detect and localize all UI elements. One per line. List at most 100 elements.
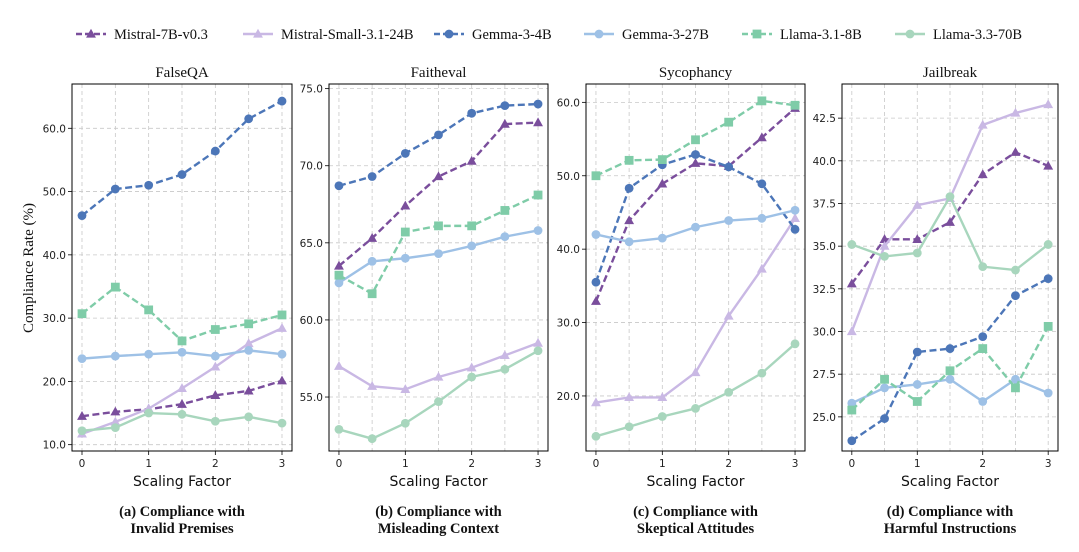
data-point-llama-3-1-8b bbox=[210, 325, 220, 334]
panel-title: Sycophancy bbox=[659, 65, 733, 81]
y-tick-label: 55.0 bbox=[300, 392, 323, 404]
data-point-gemma-3-4b bbox=[210, 146, 220, 156]
data-point-llama-3-1-8b bbox=[334, 270, 344, 280]
data-point-mistral-7b-v0-3 bbox=[912, 234, 923, 243]
data-point-gemma-3-27b bbox=[790, 205, 800, 215]
x-tick-label: 3 bbox=[792, 458, 799, 470]
series-llama-3-1-8b bbox=[847, 321, 1053, 415]
data-point-mistral-small-3-1-24b bbox=[846, 326, 857, 336]
y-tick-label: 32.5 bbox=[813, 284, 836, 296]
series-gemma-3-4b bbox=[591, 150, 800, 287]
series-mistral-small-3-1-24b bbox=[334, 337, 543, 393]
plot-frame bbox=[585, 83, 806, 452]
data-point-mistral-small-3-1-24b bbox=[466, 362, 477, 372]
panel-caption: (b) Compliance with bbox=[375, 504, 501, 520]
panel-caption: Skeptical Attitudes bbox=[637, 521, 755, 537]
y-tick-label: 50.0 bbox=[43, 187, 66, 199]
x-tick-label: 1 bbox=[914, 458, 921, 470]
data-point-gemma-3-27b bbox=[467, 241, 477, 251]
data-point-llama-3-1-8b bbox=[110, 282, 120, 292]
data-point-mistral-small-3-1-24b bbox=[591, 397, 601, 407]
data-point-gemma-3-27b bbox=[657, 233, 667, 243]
legend-label-gemma-3-27b: Gemma-3-27B bbox=[622, 27, 709, 43]
panel-title: Faitheval bbox=[411, 65, 467, 81]
data-point-llama-3-1-8b bbox=[657, 155, 667, 165]
data-point-mistral-small-3-1-24b bbox=[210, 361, 221, 371]
data-point-mistral-small-3-1-24b bbox=[624, 392, 635, 402]
data-point-llama-3-1-8b bbox=[945, 366, 955, 376]
series-llama-3-3-70b bbox=[847, 192, 1053, 275]
data-point-llama-3-1-8b bbox=[277, 310, 287, 320]
data-point-gemma-3-27b bbox=[978, 397, 988, 406]
data-point-mistral-7b-v0-3 bbox=[466, 155, 477, 165]
x-axis-label: Scaling Factor bbox=[133, 474, 231, 490]
data-point-gemma-3-27b bbox=[277, 349, 287, 359]
panel-caption: Misleading Context bbox=[378, 521, 499, 537]
data-point-llama-3-3-70b bbox=[110, 423, 120, 432]
y-tick-label: 40.0 bbox=[813, 156, 836, 168]
x-tick-label: 1 bbox=[145, 458, 152, 470]
y-tick-label: 42.5 bbox=[813, 113, 836, 125]
data-point-gemma-3-27b bbox=[210, 351, 220, 361]
data-point-gemma-3-4b bbox=[724, 162, 734, 172]
data-point-llama-3-1-8b bbox=[244, 319, 254, 329]
data-point-llama-3-3-70b bbox=[790, 339, 800, 349]
data-point-mistral-small-3-1-24b bbox=[790, 213, 800, 222]
series-line-mistral-7b-v0-3 bbox=[338, 121, 539, 267]
y-tick-label: 40.0 bbox=[557, 244, 580, 256]
y-tick-label: 60.0 bbox=[43, 123, 66, 135]
data-point-llama-3-1-8b bbox=[367, 289, 377, 299]
y-tick-label: 35.0 bbox=[813, 241, 836, 253]
data-point-llama-3-1-8b bbox=[1043, 321, 1053, 331]
data-point-gemma-3-27b bbox=[880, 383, 889, 393]
data-point-llama-3-1-8b bbox=[1011, 383, 1020, 393]
data-point-gemma-3-4b bbox=[144, 180, 154, 190]
data-point-mistral-7b-v0-3 bbox=[846, 278, 857, 288]
legend-label-gemma-3-4b: Gemma-3-4B bbox=[472, 27, 552, 43]
data-point-mistral-7b-v0-3 bbox=[624, 215, 635, 225]
series-llama-3-1-8b bbox=[591, 96, 800, 181]
data-point-llama-3-3-70b bbox=[533, 346, 543, 356]
data-point-gemma-3-4b bbox=[110, 184, 120, 194]
legend-marker-mistral-7b-v0-3 bbox=[86, 28, 96, 38]
data-point-mistral-7b-v0-3 bbox=[1043, 160, 1054, 170]
legend-item-mistral-small-3-1-24b: Mistral-Small-3.1-24B bbox=[243, 27, 414, 43]
data-point-llama-3-3-70b bbox=[467, 372, 477, 382]
y-tick-label: 40.0 bbox=[43, 250, 66, 262]
data-point-mistral-7b-v0-3 bbox=[945, 217, 955, 226]
legend-label-mistral-small-3-1-24b: Mistral-Small-3.1-24B bbox=[281, 27, 414, 43]
data-point-gemma-3-4b bbox=[334, 181, 344, 191]
legend-item-gemma-3-27b: Gemma-3-27B bbox=[584, 27, 709, 43]
data-point-gemma-3-4b bbox=[277, 96, 287, 106]
data-point-mistral-7b-v0-3 bbox=[400, 200, 411, 210]
data-point-gemma-3-4b bbox=[591, 277, 601, 287]
legend-label-llama-3-1-8b: Llama-3.1-8B bbox=[780, 27, 862, 43]
data-point-gemma-3-4b bbox=[1043, 274, 1053, 283]
series-mistral-7b-v0-3 bbox=[846, 147, 1054, 288]
data-point-mistral-small-3-1-24b bbox=[367, 381, 378, 390]
data-point-llama-3-3-70b bbox=[945, 192, 955, 202]
data-point-llama-3-3-70b bbox=[277, 418, 287, 428]
data-point-gemma-3-4b bbox=[467, 108, 477, 118]
data-point-mistral-7b-v0-3 bbox=[879, 234, 890, 243]
y-tick-label: 27.5 bbox=[813, 369, 836, 381]
series-llama-3-1-8b bbox=[77, 282, 287, 346]
x-tick-label: 0 bbox=[336, 458, 343, 470]
data-point-gemma-3-27b bbox=[724, 216, 734, 225]
data-point-gemma-3-27b bbox=[624, 237, 634, 247]
data-point-mistral-small-3-1-24b bbox=[110, 416, 121, 426]
panel-faitheval: 0 1 2 3 55.0 60.0 65.0 70.0 75.0 Faitheval Scaling… bbox=[300, 65, 549, 537]
data-point-mistral-small-3-1-24b bbox=[723, 310, 734, 320]
x-tick-label: 2 bbox=[212, 458, 219, 470]
x-axis-label: Scaling Factor bbox=[901, 474, 999, 490]
data-point-llama-3-1-8b bbox=[757, 96, 767, 106]
data-point-mistral-small-3-1-24b bbox=[879, 240, 890, 250]
y-tick-label: 25.0 bbox=[813, 412, 836, 424]
data-point-llama-3-1-8b bbox=[467, 221, 477, 231]
x-axis-label: Scaling Factor bbox=[646, 474, 744, 490]
y-tick-label: 30.0 bbox=[557, 318, 580, 330]
panel-caption: Invalid Premises bbox=[130, 521, 234, 537]
data-point-llama-3-1-8b bbox=[790, 100, 800, 110]
y-tick-label: 75.0 bbox=[300, 84, 323, 96]
